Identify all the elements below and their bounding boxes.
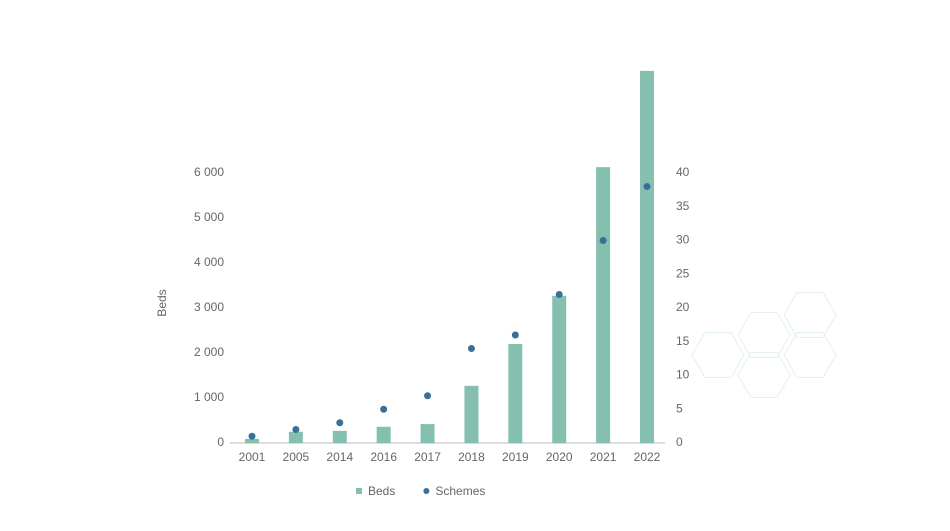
x-tick-label: 2001 <box>239 450 266 464</box>
y2-tick-label: 15 <box>676 334 690 348</box>
legend-label: Beds <box>368 484 395 498</box>
bar <box>332 430 347 443</box>
dot <box>380 405 388 413</box>
y-tick-label: 2 000 <box>194 345 224 359</box>
bar <box>288 431 303 443</box>
hexagon <box>783 332 837 378</box>
x-tick-label: 2018 <box>458 450 485 464</box>
x-tick-label: 2020 <box>546 450 573 464</box>
y2-tick-label: 25 <box>676 266 690 280</box>
hexagon <box>737 352 791 398</box>
dot <box>555 291 563 298</box>
hex-pattern <box>691 292 837 398</box>
hexagon <box>691 332 745 378</box>
dot <box>248 432 256 440</box>
dot <box>424 392 432 400</box>
legend-swatch <box>356 488 362 494</box>
y2-tick-label: 20 <box>676 300 690 314</box>
bar <box>640 70 654 443</box>
bar <box>464 385 479 443</box>
y-axis-label: Beds <box>155 289 169 316</box>
y-tick-label: 5 000 <box>194 210 224 224</box>
x-tick-label: 2017 <box>414 450 441 464</box>
legend-label: Schemes <box>435 484 485 498</box>
x-tick-label: 2014 <box>326 450 353 464</box>
x-tick-label: 2005 <box>283 450 310 464</box>
y2-tick-label: 10 <box>676 368 690 382</box>
x-tick-label: 2019 <box>502 450 529 464</box>
y-tick-label: 1 000 <box>194 390 224 404</box>
x-tick-label: 2022 <box>634 450 661 464</box>
bar <box>596 167 611 443</box>
x-tick-label: 2016 <box>370 450 397 464</box>
bar <box>508 344 523 443</box>
dot <box>467 345 475 352</box>
legend-swatch <box>423 488 430 494</box>
bar <box>376 426 391 443</box>
y-tick-label: 6 000 <box>194 165 224 179</box>
dot <box>599 237 607 244</box>
y2-tick-label: 5 <box>676 401 683 415</box>
dot <box>643 183 651 190</box>
bar <box>552 295 567 443</box>
y2-tick-label: 35 <box>676 199 690 213</box>
y2-tick-label: 30 <box>676 233 690 247</box>
y-tick-label: 4 000 <box>194 255 224 269</box>
bar <box>420 424 435 443</box>
dot <box>292 426 300 433</box>
y-tick-label: 0 <box>217 435 224 449</box>
y2-tick-label: 0 <box>676 435 683 449</box>
y2-tick-label: 40 <box>676 165 690 179</box>
hexagon <box>737 312 791 358</box>
x-tick-label: 2021 <box>590 450 617 464</box>
bar <box>245 438 259 443</box>
dot <box>511 331 519 339</box>
y-tick-label: 3 000 <box>194 300 224 314</box>
dot <box>336 419 344 427</box>
hexagon <box>783 292 837 338</box>
